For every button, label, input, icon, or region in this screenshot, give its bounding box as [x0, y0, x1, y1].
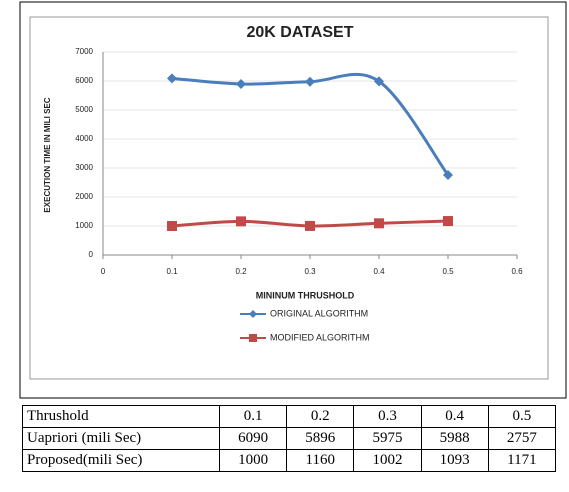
table-cell: 0.5	[487, 405, 557, 428]
legend-marker	[249, 334, 257, 342]
marker	[374, 218, 384, 229]
table-cell: Thrushold	[22, 405, 220, 428]
marker	[374, 76, 384, 87]
table-cell: 0.3	[353, 405, 422, 428]
table-cell: 0.4	[420, 405, 489, 428]
y-axis-label: EXECUTION TIME IN MILI SEC	[43, 97, 52, 212]
table-row: Uapriori (mili Sec) 6090 5896 5975 5988 2757	[22, 427, 557, 450]
table-cell: 5988	[420, 427, 489, 450]
table-cell: 5896	[286, 427, 355, 450]
marker	[167, 73, 177, 84]
table-cell: 1093	[420, 449, 489, 472]
frame	[19, 1, 567, 399]
x-tick-label: 0.1	[166, 267, 178, 276]
x-tick-label: 0	[101, 267, 106, 276]
data-table: Thrushold 0.1 0.2 0.3 0.4 0.5 Uapriori (mili S…	[22, 405, 557, 472]
table-cell: Proposed(mili Sec)	[22, 449, 220, 472]
table-cell: 6090	[218, 427, 288, 450]
y-tick-label: 7000	[75, 47, 93, 56]
x-tick-label: 0.3	[304, 267, 316, 276]
y-tick-label: 0	[89, 250, 94, 259]
y-tick-label: 2000	[75, 192, 93, 201]
table-cell: 1160	[286, 449, 355, 472]
chart-title: 20K DATASET	[247, 24, 354, 41]
table-cell: 1002	[353, 449, 422, 472]
table-row: Thrushold 0.1 0.2 0.3 0.4 0.5	[22, 405, 557, 428]
table-cell: 0.1	[218, 405, 288, 428]
y-tick-label: 4000	[75, 134, 93, 143]
table-cell: 1000	[218, 449, 288, 472]
legend-marker	[249, 310, 257, 318]
table-cell: 5975	[353, 427, 422, 450]
chart: 20K DATASET EXECUTION TIME IN MILI SEC M…	[19, 1, 567, 399]
y-tick-label: 5000	[75, 105, 93, 114]
series-line	[171, 72, 450, 176]
table-cell: Uapriori (mili Sec)	[22, 427, 220, 450]
marker	[236, 216, 246, 227]
table-row: Proposed(mili Sec) 1000 1160 1002 1093 1171	[22, 449, 557, 472]
marker	[167, 221, 177, 231]
table-cell: 1171	[487, 449, 557, 472]
y-tick-label: 6000	[75, 76, 93, 85]
marker	[443, 170, 453, 181]
marker	[305, 76, 315, 87]
chart-border	[29, 16, 549, 380]
y-tick-label: 3000	[75, 163, 93, 172]
legend-label: MODIFIED ALGORITHM	[270, 332, 370, 342]
marker	[236, 79, 246, 90]
table-cell: 2757	[487, 427, 557, 450]
x-axis-label: MININUM THRUSHOLD	[256, 290, 355, 300]
x-tick-label: 0.6	[511, 267, 523, 276]
x-tick-label: 0.2	[235, 267, 247, 276]
table-cell: 0.2	[286, 405, 355, 428]
y-tick-label: 1000	[75, 221, 93, 230]
legend-label: ORIGINAL ALGORITHM	[270, 308, 368, 318]
x-tick-label: 0.5	[442, 267, 454, 276]
marker	[305, 220, 315, 231]
marker	[443, 216, 453, 227]
x-tick-label: 0.4	[373, 267, 385, 276]
